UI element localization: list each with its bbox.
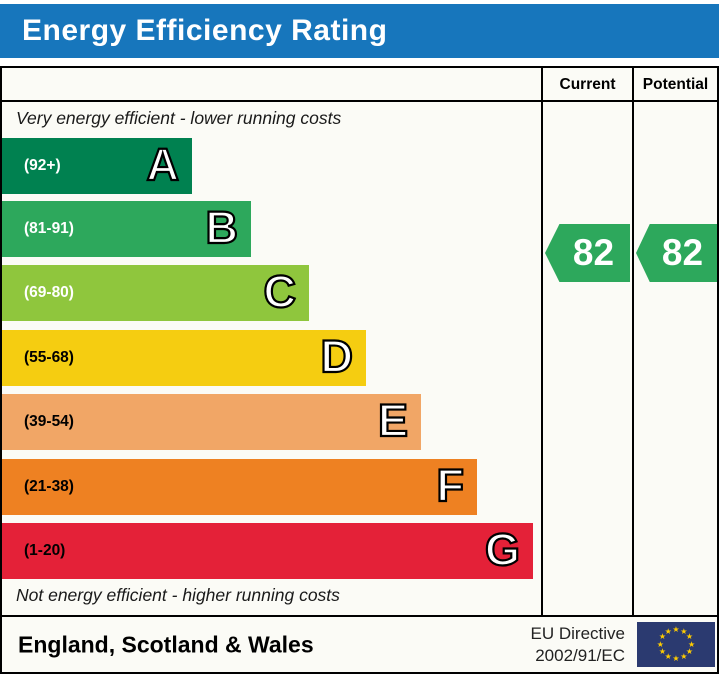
- band-f-letter: F: [435, 459, 465, 512]
- eu-flag-star: ★: [680, 652, 688, 662]
- band-a-range: (92+): [24, 157, 61, 174]
- band-b: (81-91) B: [2, 201, 251, 257]
- column-divider-current: [541, 68, 543, 615]
- band-a-letter: A: [145, 138, 180, 191]
- band-d-letter: D: [319, 330, 354, 383]
- eu-flag-star: ★: [672, 654, 680, 664]
- current-rating-arrow: 82: [545, 224, 630, 282]
- eu-flag-star: ★: [685, 632, 694, 642]
- band-e: (39-54) E: [2, 394, 421, 450]
- band-b-letter: B: [204, 201, 239, 254]
- band-c-letter: C: [262, 265, 297, 318]
- current-column-header: Current: [559, 76, 616, 93]
- eu-directive-line1: EU Directive: [530, 623, 625, 643]
- eu-flag-star: ★: [680, 626, 688, 636]
- footer-row: England, Scotland & Wales EU Directive 2…: [2, 615, 717, 672]
- band-d: (55-68) D: [2, 330, 366, 386]
- band-b-range: (81-91): [24, 220, 74, 237]
- eu-directive-label: EU Directive 2002/91/EC: [531, 623, 625, 667]
- eu-flag-star: ★: [688, 639, 696, 649]
- eu-flag-star: ★: [672, 624, 680, 634]
- header-underline: [2, 100, 717, 102]
- eu-flag-icon: ★ ★ ★ ★ ★ ★ ★ ★ ★ ★ ★ ★: [637, 622, 715, 667]
- band-g-letter: G: [484, 523, 521, 576]
- column-divider-potential: [632, 68, 634, 615]
- eu-flag-star: ★: [658, 632, 667, 642]
- eu-directive-line2: 2002/91/EC: [535, 645, 625, 665]
- band-c: (69-80) C: [2, 265, 309, 321]
- page-title: Energy Efficiency Rating: [22, 14, 388, 47]
- band-f: (21-38) F: [2, 459, 477, 515]
- caption-very-efficient: Very energy efficient - lower running co…: [16, 108, 342, 128]
- caption-not-efficient: Not energy efficient - higher running co…: [16, 585, 340, 605]
- eu-flag-star: ★: [664, 652, 672, 662]
- potential-column-header: Potential: [642, 76, 709, 93]
- band-g-range: (1-20): [24, 542, 66, 559]
- band-c-range: (69-80): [24, 284, 74, 301]
- current-rating-value: 82: [572, 232, 615, 273]
- rating-table: Current Potential Very energy efficient …: [0, 66, 719, 674]
- eu-flag-star: ★: [664, 626, 672, 636]
- band-e-range: (39-54): [24, 413, 74, 430]
- band-d-range: (55-68): [24, 349, 74, 366]
- band-e-letter: E: [377, 394, 409, 447]
- region-label: England, Scotland & Wales: [18, 631, 314, 657]
- potential-rating-value: 82: [661, 232, 704, 273]
- eu-flag-star: ★: [656, 639, 664, 649]
- band-g: (1-20) G: [2, 523, 533, 579]
- band-f-range: (21-38): [24, 478, 74, 495]
- eu-flag-star: ★: [658, 646, 667, 656]
- band-a: (92+) A: [2, 138, 192, 194]
- title-bar: Energy Efficiency Rating: [0, 4, 719, 58]
- eu-flag-star: ★: [685, 646, 694, 656]
- potential-rating-arrow: 82: [636, 224, 717, 282]
